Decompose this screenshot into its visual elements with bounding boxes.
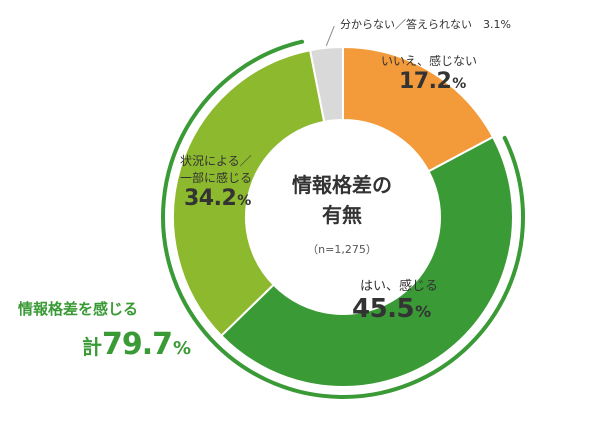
slice-name-partial-line-2: 一部に感じる bbox=[180, 171, 253, 185]
slice-unit-partial: % bbox=[237, 193, 252, 209]
slice-name-no: いいえ、感じない bbox=[381, 54, 478, 68]
slice-value-yes: 45.5 bbox=[352, 294, 415, 324]
slice-unknown bbox=[308, 45, 344, 124]
chart-title-line-1: 情報格差の bbox=[292, 173, 392, 197]
leader-line-unknown bbox=[325, 25, 335, 47]
slice-value-partial: 34.2 bbox=[184, 186, 237, 211]
slice-label-no: いいえ、感じない 17.2% bbox=[381, 52, 477, 94]
slice-unit-no: % bbox=[452, 76, 467, 92]
total-annotation: 情報格差を感じる 計79.7% bbox=[18, 298, 191, 362]
slice-partial bbox=[172, 49, 326, 338]
slice-name-yes: はい、感じる bbox=[360, 279, 439, 294]
total-bracket-arc bbox=[161, 39, 525, 399]
slice-unit-yes: % bbox=[415, 302, 432, 321]
chart-title-line-2: 有無 bbox=[322, 203, 362, 227]
chart-title: 情報格差の 有無 bbox=[282, 170, 402, 230]
slice-label-unknown: 分からない／答えられない 3.1% bbox=[340, 18, 511, 31]
slice-yes bbox=[219, 135, 514, 388]
slice-value-no: 17.2 bbox=[399, 69, 452, 94]
slice-label-partial: 状況による／ 一部に感じる 34.2% bbox=[180, 152, 252, 211]
slice-name-partial-line-1: 状況による／ bbox=[180, 154, 252, 168]
slice-label-yes: はい、感じる 45.5% bbox=[352, 275, 439, 324]
sample-size-note: （n=1,275） bbox=[307, 243, 377, 256]
total-label: 情報格差を感じる bbox=[18, 300, 139, 318]
total-value: 79.7 bbox=[102, 327, 173, 362]
total-prefix: 計 bbox=[82, 335, 102, 359]
total-unit: % bbox=[173, 338, 192, 359]
